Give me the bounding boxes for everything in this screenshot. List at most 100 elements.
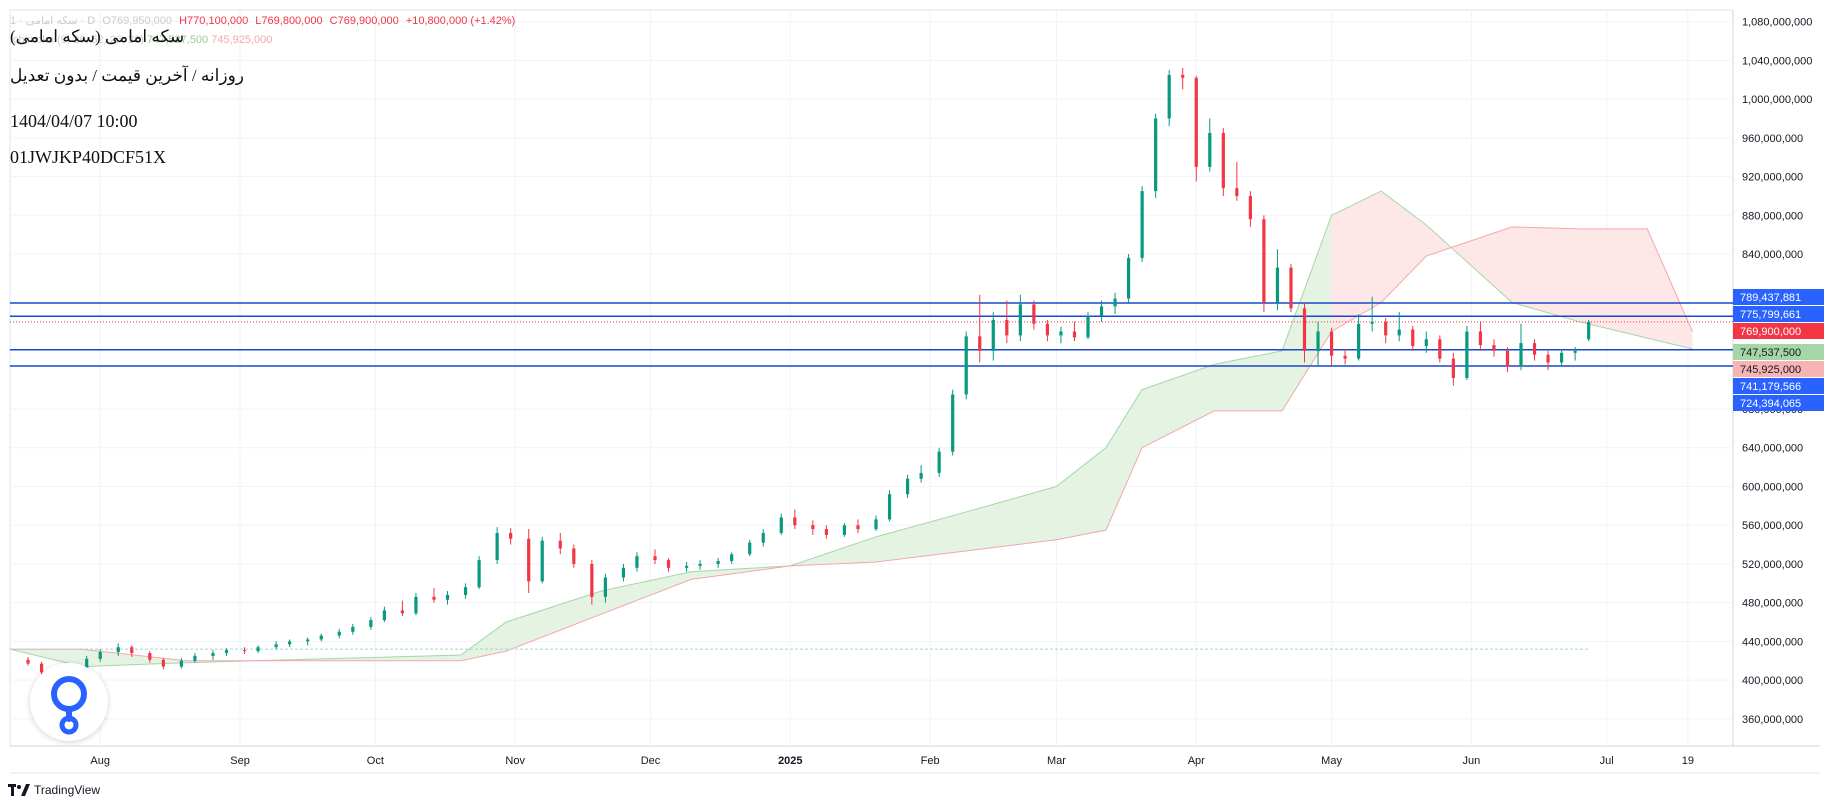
candle-body-up xyxy=(905,478,910,495)
candle-body-up xyxy=(964,336,968,395)
x-tick-label: Nov xyxy=(505,755,525,767)
change-value: +10,800,000 (+1.42%) xyxy=(405,15,516,27)
price-tag-label: 747,537,500 xyxy=(1740,347,1801,359)
x-tick-label: May xyxy=(1321,755,1342,767)
price-tag-label: 724,394,065 xyxy=(1740,398,1801,410)
x-tick-label: Jun xyxy=(1463,755,1481,767)
candle-body-up xyxy=(991,319,995,351)
candle-body-up xyxy=(1059,331,1063,336)
candle-body-up xyxy=(730,554,734,562)
candle-body-down xyxy=(39,663,44,673)
candle-body-up xyxy=(1208,132,1212,167)
candle-body-up xyxy=(761,532,765,543)
instrument-name: سکه امامی (سکه امامی) xyxy=(10,27,185,46)
candle-body-down xyxy=(1045,323,1050,336)
candle-body-up xyxy=(1397,329,1401,336)
footer-brand: TradingView xyxy=(34,783,101,797)
candle-body-up xyxy=(1018,304,1022,336)
candle-body-up xyxy=(306,639,310,642)
ichimoku-label: Ichimoku (9, 26, 52, 26, 26) xyxy=(10,34,144,46)
y-tick-label: 400,000,000 xyxy=(1742,675,1803,687)
candle-body-down xyxy=(572,548,576,564)
candle-body-down xyxy=(509,532,513,539)
price-tag xyxy=(1733,323,1824,339)
y-tick-label: 480,000,000 xyxy=(1742,598,1803,610)
candle-body-up xyxy=(211,653,215,656)
candle-body-up xyxy=(951,394,955,452)
ichimoku-cloud-bearish xyxy=(1331,191,1693,349)
y-tick-label: 1,000,000,000 xyxy=(1742,94,1812,106)
ichimoku-span-a xyxy=(9,190,1693,668)
candle-body-down xyxy=(1384,321,1388,336)
candle-body-up xyxy=(779,517,783,533)
candle-body-down xyxy=(856,525,860,530)
x-tick-label: Aug xyxy=(90,755,110,767)
high-value: H770,100,000 xyxy=(179,15,249,27)
candle-body-up xyxy=(224,650,229,654)
candle-body-up xyxy=(887,494,892,520)
y-tick-label: 640,000,000 xyxy=(1742,443,1803,455)
chart-legend: 1 · سکه امامی · D O769,950,000 H770,100,… xyxy=(10,14,519,48)
candle-body-down xyxy=(161,659,165,667)
candle-body-up xyxy=(874,519,878,530)
candle-body-down xyxy=(1005,319,1009,336)
candle-body-up xyxy=(256,647,260,652)
ichimoku-value-1: 747,537,500 xyxy=(146,34,209,46)
indicator-row[interactable]: Ichimoku (9, 26, 52, 26, 26) 747,537,500… xyxy=(10,33,519,48)
candle-body-down xyxy=(1532,343,1537,355)
candle-body-down xyxy=(1072,331,1077,338)
ohlc-row: 1 · سکه امامی · D O769,950,000 H770,100,… xyxy=(10,14,519,29)
candle-body-up xyxy=(1424,339,1428,347)
y-tick-label: 920,000,000 xyxy=(1742,172,1803,184)
price-tag-label: 775,799,661 xyxy=(1740,309,1801,321)
candle-body-up xyxy=(1154,118,1158,192)
price-tag-label: 741,179,566 xyxy=(1740,381,1801,393)
candle-body-down xyxy=(400,610,405,614)
location-pin-icon xyxy=(51,676,87,735)
tradingview-logo-icon xyxy=(8,784,30,796)
candle-body-up xyxy=(1086,316,1090,338)
ichimoku-span-b xyxy=(10,226,1693,662)
y-tick-label: 1,080,000,000 xyxy=(1742,17,1812,29)
instrument-datetime: 1404/04/07 10:00 xyxy=(10,111,138,131)
y-tick-label: 560,000,000 xyxy=(1742,520,1803,532)
candle-body-down xyxy=(527,538,531,582)
y-tick-label: 600,000,000 xyxy=(1742,481,1803,493)
price-tag xyxy=(1733,378,1824,394)
candle-body-down xyxy=(1329,331,1334,356)
y-tick-label: 840,000,000 xyxy=(1742,249,1803,261)
candle-body-down xyxy=(1546,354,1550,363)
footer[interactable]: TradingView xyxy=(8,783,100,797)
price-tag xyxy=(1733,289,1824,305)
candle-body-up xyxy=(116,647,120,653)
candle-body-up xyxy=(1316,331,1320,351)
candle-body-up xyxy=(1167,74,1171,119)
candle-body-down xyxy=(1181,74,1185,78)
x-tick-label: 2025 xyxy=(778,755,802,767)
candle-body-up xyxy=(1560,352,1564,363)
candle-body-up xyxy=(1357,323,1361,359)
symbol-row: 1 · سکه امامی · D xyxy=(10,15,96,27)
x-tick-label: 19 xyxy=(1682,755,1694,767)
y-tick-label: 1,040,000,000 xyxy=(1742,55,1812,67)
candle-body-up xyxy=(445,594,450,600)
y-tick-label: 440,000,000 xyxy=(1742,636,1803,648)
candle-body-down xyxy=(1248,195,1252,220)
candle-body-up xyxy=(937,451,941,473)
candle-body-down xyxy=(1451,358,1455,378)
candle-body-up xyxy=(288,641,292,645)
plot-area xyxy=(9,9,1734,747)
candle-body-up xyxy=(540,540,544,582)
candle-body-down xyxy=(653,556,657,561)
candle-body-up xyxy=(603,577,607,597)
candle-body-up xyxy=(193,655,197,661)
candle-body-up xyxy=(477,560,481,588)
price-tag xyxy=(1733,306,1824,322)
x-tick-label: Oct xyxy=(367,755,384,767)
candle-body-up xyxy=(382,610,386,621)
candle-body-down xyxy=(666,560,671,568)
x-tick-label: Sep xyxy=(230,755,250,767)
candle-body-up xyxy=(319,635,323,640)
candle-body-down xyxy=(432,596,436,600)
